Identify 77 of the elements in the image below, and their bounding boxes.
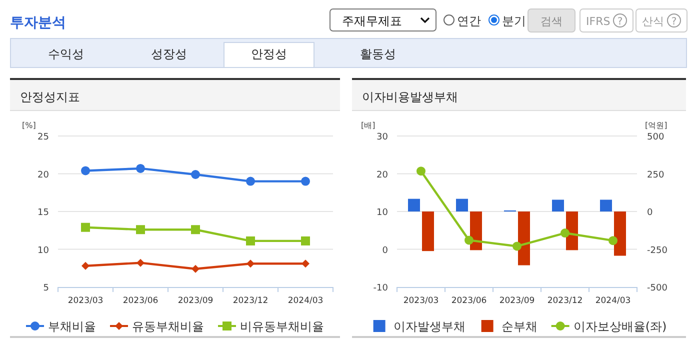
y-axis-title: [%] [22, 121, 36, 130]
text: 주재무제표 [342, 14, 402, 28]
point [246, 260, 254, 268]
chart-title: 안정성지표 [20, 90, 80, 104]
x-tick-label: 2023/09 [499, 296, 535, 306]
y-tick-label: -10 [373, 284, 388, 294]
legend-label: 부채비율 [48, 320, 96, 334]
y-tick-label: 10 [376, 208, 388, 218]
y2-tick-label: 0 [647, 208, 653, 218]
point [416, 166, 426, 176]
y2-tick-label: -250 [647, 246, 668, 256]
text: IFRS [586, 15, 610, 28]
legend-label: 이자발생부채 [393, 320, 466, 334]
x-tick-label: 2023/06 [451, 296, 487, 306]
x-tick-label: 2024/03 [288, 296, 324, 306]
text: 연간 [457, 14, 481, 28]
x-tick-label: 2023/09 [178, 296, 214, 306]
text: 검색 [540, 15, 562, 28]
bar [614, 212, 626, 256]
x-tick-label: 2023/03 [403, 296, 439, 306]
y-tick-label: 5 [43, 284, 49, 294]
point [302, 260, 310, 268]
x-tick-label: 2023/12 [547, 296, 583, 306]
point [464, 236, 474, 245]
point [136, 258, 144, 267]
point [136, 225, 145, 234]
text: 안정성 [251, 47, 287, 61]
point [82, 262, 90, 270]
legend-label: 비유동부채비율 [240, 320, 324, 334]
text: 활동성 [360, 47, 396, 61]
chart-title: 이자비용발생부채 [362, 90, 458, 104]
point [81, 222, 90, 232]
point [608, 236, 618, 246]
y-tick-label: 20 [376, 170, 388, 180]
point [301, 236, 310, 246]
y2-tick-label: -500 [647, 284, 668, 294]
text: 분기 [502, 14, 526, 28]
point [246, 236, 255, 246]
y-tick-label: 15 [38, 208, 49, 218]
x-tick-label: 2023/06 [122, 296, 158, 306]
text: 산식 [642, 15, 664, 28]
text: ? [671, 16, 677, 28]
bar [422, 212, 434, 252]
point [301, 176, 310, 186]
text: 수익성 [48, 47, 84, 61]
bar [600, 200, 612, 212]
y-tick-label: 25 [38, 132, 49, 142]
y2-tick-label: 500 [647, 132, 664, 142]
y-tick-label: 10 [38, 246, 50, 256]
y-axis-title: [배] [361, 121, 376, 130]
x-tick-label: 2023/12 [232, 296, 268, 306]
bar [566, 212, 578, 250]
point [246, 176, 255, 186]
text: ? [617, 16, 623, 28]
text: 성장성 [151, 47, 187, 61]
bar [408, 198, 420, 212]
bar [456, 198, 468, 212]
text: 투자분석 [10, 15, 66, 31]
point [512, 242, 522, 251]
point [560, 228, 570, 238]
x-tick-label: 2024/03 [595, 296, 631, 306]
y2-axis-title: [억원] [645, 121, 668, 130]
y-tick-label: 30 [376, 132, 388, 142]
point [191, 225, 200, 234]
legend-label: 유동부채비율 [132, 320, 204, 334]
legend-label: 순부채 [501, 320, 538, 334]
y-tick-label: 0 [382, 246, 388, 256]
point [191, 170, 200, 180]
legend-label: 이자보상배율(좌) [573, 320, 667, 334]
point [136, 164, 145, 173]
bar [518, 212, 530, 266]
y-tick-label: 20 [38, 170, 50, 180]
point [81, 166, 90, 176]
bar [552, 200, 564, 212]
y2-tick-label: 250 [647, 170, 664, 180]
x-tick-label: 2023/03 [68, 296, 104, 306]
point [192, 264, 200, 273]
